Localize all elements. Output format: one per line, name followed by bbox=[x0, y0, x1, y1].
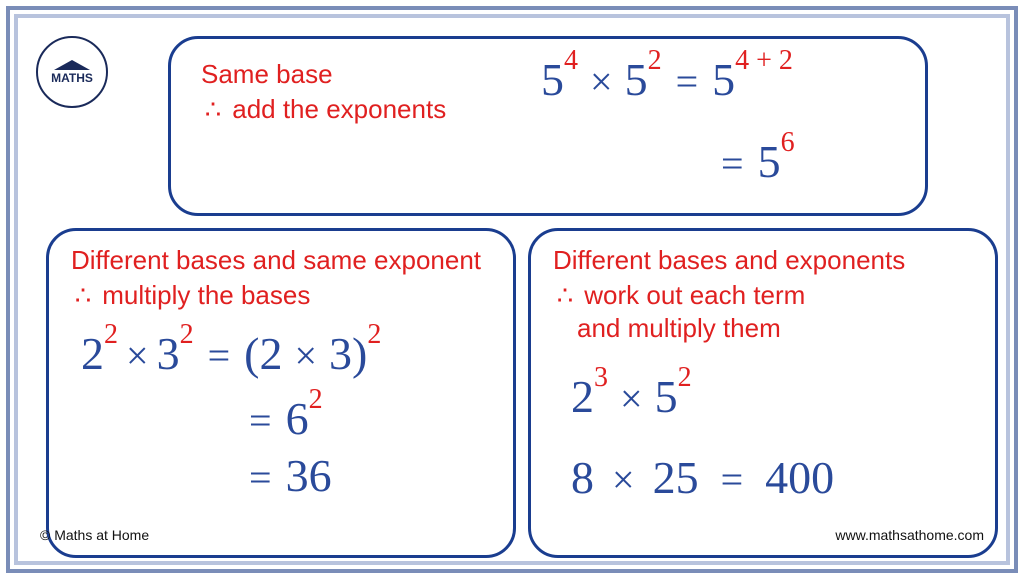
op-multiply: × bbox=[612, 376, 651, 421]
term-exp: 4 + 2 bbox=[735, 45, 793, 76]
inner-frame: MATHS Same base ∴ add the exponents 54 ×… bbox=[14, 14, 1010, 565]
op-equals: = bbox=[666, 59, 709, 104]
term-base: 2 bbox=[259, 328, 282, 379]
rule-box-diff-base-diff-exp: Different bases and exponents ∴ work out… bbox=[528, 228, 998, 558]
therefore-icon: ∴ bbox=[553, 280, 577, 311]
logo: MATHS bbox=[36, 36, 108, 108]
paren-open: ( bbox=[244, 328, 259, 379]
op-multiply: × bbox=[582, 59, 621, 104]
rule-subtitle-text: multiply the bases bbox=[102, 280, 310, 310]
math-line-3: = 36 bbox=[239, 449, 491, 502]
term-value: 8 bbox=[571, 452, 594, 503]
term-base: 5 bbox=[758, 136, 781, 187]
term-exp: 2 bbox=[648, 45, 662, 76]
math-line-1: 23 × 52 bbox=[571, 362, 973, 423]
therefore-icon: ∴ bbox=[71, 280, 95, 311]
op-equals: = bbox=[198, 333, 241, 378]
term-base: 2 bbox=[571, 371, 594, 422]
logo-roof-icon bbox=[54, 60, 90, 70]
therefore-icon: ∴ bbox=[201, 94, 225, 125]
term-exp: 4 bbox=[564, 45, 578, 76]
math-line-1: 54 × 52 = 54 + 2 bbox=[541, 45, 793, 106]
term-base: 3 bbox=[329, 328, 352, 379]
op-equals: = bbox=[703, 457, 762, 502]
term-base: 5 bbox=[712, 54, 735, 105]
op-equals: = bbox=[239, 398, 282, 443]
rule-title: Different bases and same exponent bbox=[71, 245, 491, 276]
math-line-2: = 56 bbox=[711, 127, 795, 188]
term-base: 2 bbox=[81, 328, 104, 379]
rule-subtitle-text-2: and multiply them bbox=[577, 313, 781, 343]
rule-subtitle: ∴ work out each term bbox=[553, 280, 973, 311]
paren-close: ) bbox=[352, 328, 367, 379]
term-base: 5 bbox=[655, 371, 678, 422]
footer-copyright: © Maths at Home bbox=[40, 527, 149, 543]
outer-frame: MATHS Same base ∴ add the exponents 54 ×… bbox=[6, 6, 1018, 573]
term-exp: 2 bbox=[104, 319, 118, 350]
term-exp: 2 bbox=[309, 384, 323, 415]
rule-box-diff-base-same-exp: Different bases and same exponent ∴ mult… bbox=[46, 228, 516, 558]
rule-subtitle-text-1: work out each term bbox=[584, 280, 805, 310]
math-line-2: = 62 bbox=[239, 384, 491, 445]
rule-title: Different bases and exponents bbox=[553, 245, 973, 276]
term-exp: 2 bbox=[180, 319, 194, 350]
rule-subtitle-text: add the exponents bbox=[232, 94, 446, 124]
math-line-1: 22 × 32 = (2 × 3)2 bbox=[81, 319, 491, 380]
rule-subtitle: ∴ multiply the bases bbox=[71, 280, 491, 311]
term-base: 6 bbox=[286, 393, 309, 444]
rule-box-same-base: Same base ∴ add the exponents 54 × 52 = … bbox=[168, 36, 928, 216]
rule-explain: Same base ∴ add the exponents bbox=[201, 59, 446, 125]
term-exp: 2 bbox=[367, 319, 381, 350]
rule-subtitle-line2: and multiply them bbox=[577, 313, 973, 344]
rule-subtitle: ∴ add the exponents bbox=[201, 94, 446, 125]
footer-url: www.mathsathome.com bbox=[835, 527, 984, 543]
rule-explain: Different bases and exponents ∴ work out… bbox=[553, 245, 973, 344]
op-multiply: × bbox=[598, 457, 649, 502]
op-equals: = bbox=[239, 455, 282, 500]
term-value: 25 bbox=[653, 452, 699, 503]
term-base: 3 bbox=[157, 328, 180, 379]
rule-explain: Different bases and same exponent ∴ mult… bbox=[71, 245, 491, 311]
result-value: 400 bbox=[765, 452, 834, 503]
term-base: 5 bbox=[541, 54, 564, 105]
rule-title: Same base bbox=[201, 59, 446, 90]
op-multiply: × bbox=[286, 333, 325, 378]
term-exp: 2 bbox=[678, 362, 692, 393]
term-base: 5 bbox=[625, 54, 648, 105]
term-exp: 6 bbox=[781, 127, 795, 158]
term-exp: 3 bbox=[594, 362, 608, 393]
op-multiply: × bbox=[122, 333, 153, 378]
op-equals: = bbox=[711, 141, 754, 186]
logo-text: MATHS bbox=[51, 72, 93, 84]
result-value: 36 bbox=[286, 450, 332, 501]
math-line-2: 8 × 25 = 400 bbox=[571, 451, 973, 504]
